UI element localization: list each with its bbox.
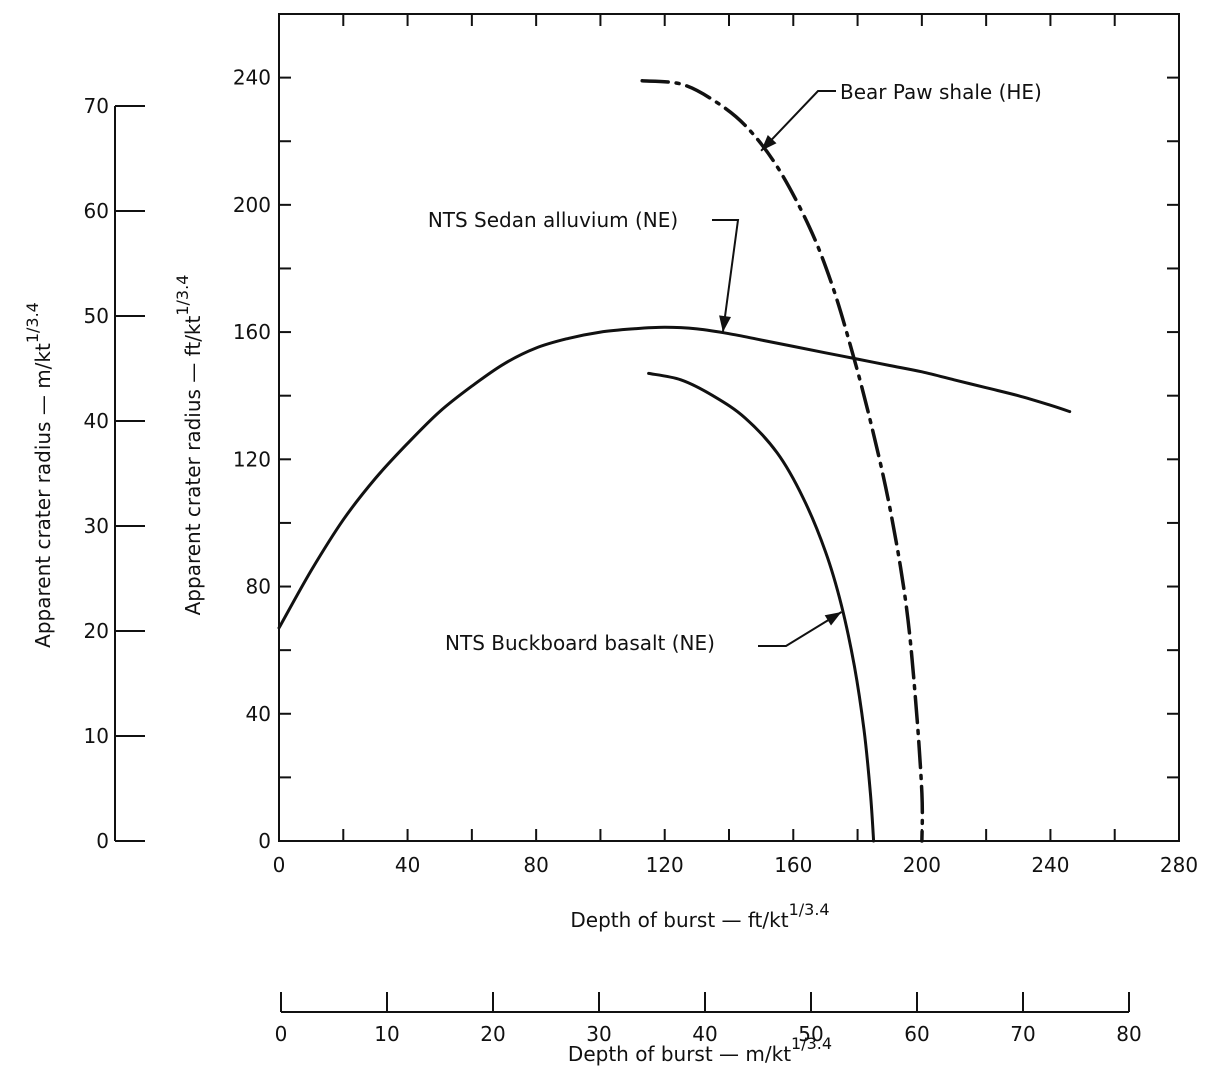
secondary-y-tick-label: 20 — [84, 619, 109, 643]
y-tick-label: 40 — [246, 702, 271, 726]
x-tick-label: 0 — [273, 853, 286, 877]
secondary-x-tick-label: 80 — [1116, 1022, 1141, 1046]
sedan-alluvium-label-leader — [712, 219, 740, 333]
secondary-y-tick-label: 40 — [84, 409, 109, 433]
bear-paw-shale-label-leader — [760, 90, 836, 152]
y-tick-label: 160 — [233, 320, 271, 344]
bear-paw-shale-curve — [640, 79, 925, 843]
y-tick-label: 80 — [246, 575, 271, 599]
y-tick-label: 120 — [233, 447, 271, 471]
secondary-y-axis-title: Apparent crater radius — m/kt1/3.4 — [23, 302, 55, 648]
buckboard-basalt-label: NTS Buckboard basalt (NE) — [445, 631, 715, 655]
sedan-alluvium-label: NTS Sedan alluvium (NE) — [428, 208, 678, 232]
secondary-x-tick-label: 0 — [275, 1022, 288, 1046]
secondary-x-tick-label: 20 — [480, 1022, 505, 1046]
labels-layer: 0 40 80 120 160 200 240 28004080120160200240Dep… — [23, 66, 1198, 1066]
y-axis-title: Apparent crater radius — ft/kt1/3.4 — [173, 275, 205, 616]
x-tick-label: 160 — [774, 853, 812, 877]
y-tick-label: 240 — [233, 66, 271, 90]
y-tick-label: 0 — [258, 829, 271, 853]
curves-layer — [277, 79, 1072, 843]
x-axis-title-text: Depth of burst — ft/kt — [570, 908, 788, 932]
x-axis-title-exponent: 1/3.4 — [789, 900, 830, 919]
x-tick-label: 240 — [1031, 853, 1069, 877]
secondary-y-axis-title-exponent: 1/3.4 — [23, 302, 42, 343]
secondary-y-tick-label: 60 — [84, 199, 109, 223]
y-axis-title-text: Apparent crater radius — ft/kt — [181, 315, 205, 615]
x-axis-title: Depth of burst — ft/kt1/3.4 — [570, 900, 829, 932]
secondary-x-tick-label: 30 — [586, 1022, 611, 1046]
plot-frame — [278, 13, 1180, 842]
buckboard-basalt-label-arrowhead — [824, 612, 842, 626]
secondary-x-tick-label: 70 — [1010, 1022, 1035, 1046]
secondary-y-tick-label: 30 — [84, 514, 109, 538]
x-tick-label: 40 — [395, 853, 420, 877]
x-tick-label: 280 — [1160, 853, 1198, 877]
secondary-x-axis-title-exponent: 1/3.4 — [791, 1034, 832, 1053]
secondary-y-axis-title-text: Apparent crater radius — m/kt — [31, 343, 55, 648]
x-tick-label: 120 — [646, 853, 684, 877]
secondary-y-tick-label: 70 — [84, 94, 109, 118]
secondary-x-tick-label: 10 — [374, 1022, 399, 1046]
secondary-x-tick-label: 40 — [692, 1022, 717, 1046]
secondary-x-tick-label: 50 — [798, 1022, 823, 1046]
x-tick-label: 80 — [523, 853, 548, 877]
secondary-x-tick-label: 60 — [904, 1022, 929, 1046]
bear-paw-shale-label: Bear Paw shale (HE) — [840, 80, 1042, 104]
secondary-x-axis-title-text: Depth of burst — m/kt — [568, 1042, 791, 1066]
y-tick-label: 200 — [233, 193, 271, 217]
y-axis-title-exponent: 1/3.4 — [173, 275, 192, 316]
secondary-y-tick-label: 50 — [84, 304, 109, 328]
buckboard-basalt-label-leader — [758, 611, 843, 647]
axes-layer — [114, 13, 1180, 1013]
sedan-alluvium-label-arrowhead — [719, 315, 731, 333]
secondary-y-tick-label: 0 — [96, 829, 109, 853]
secondary-y-tick-label: 10 — [84, 724, 109, 748]
x-tick-label: 200 — [903, 853, 941, 877]
sedan-alluvium-curve — [277, 325, 1072, 630]
secondary-x-axis-title: Depth of burst — m/kt1/3.4 — [568, 1034, 832, 1066]
bear-paw-shale-label-arrowhead — [761, 135, 777, 151]
buckboard-basalt-curve — [647, 371, 876, 843]
